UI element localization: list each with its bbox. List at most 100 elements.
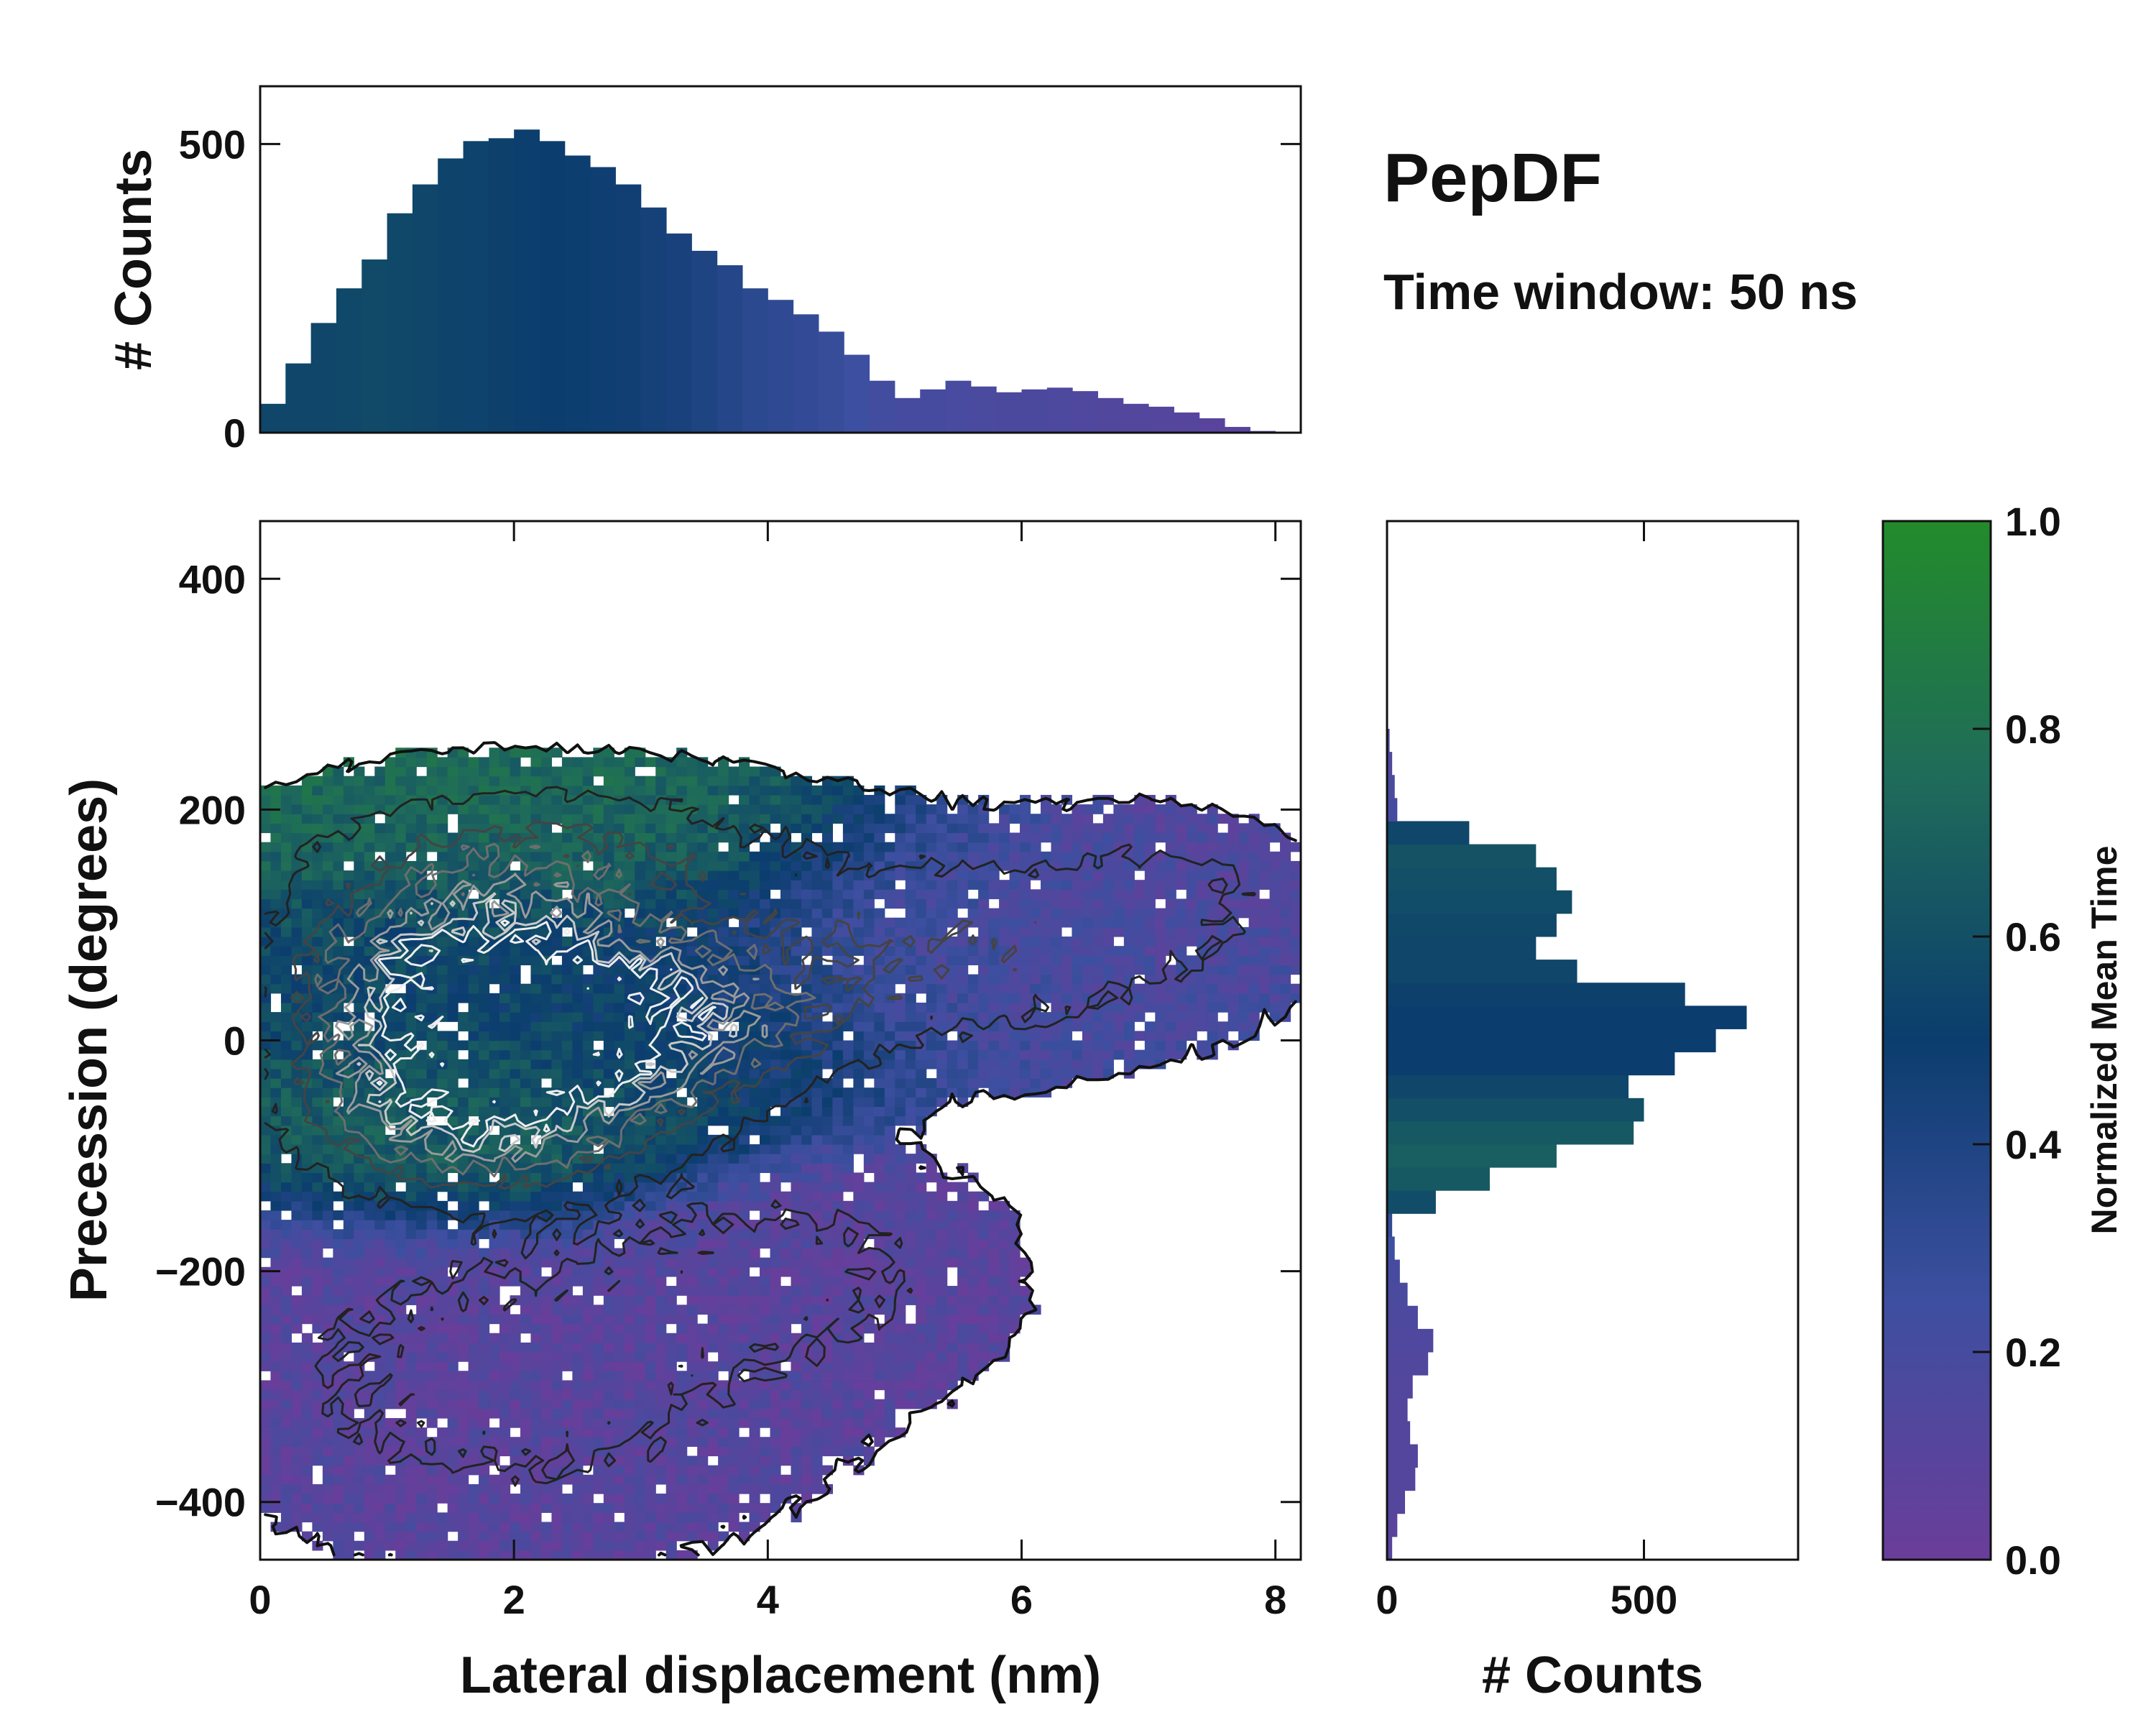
heatmap-cell [572,1446,584,1457]
heatmap-cell [520,1352,532,1362]
heatmap-cell [728,1154,740,1164]
heatmap-cell [874,1134,885,1145]
heatmap-cell [540,1021,553,1031]
heatmap-cell [697,1361,709,1371]
heatmap-cell [374,1125,386,1136]
heatmap-cell [280,965,292,975]
heatmap-cell [343,1295,354,1305]
heatmap-cell [499,1002,511,1013]
heatmap-cell [280,1417,292,1428]
heatmap-cell [374,1361,386,1371]
heatmap-cell [801,889,813,900]
heatmap-cell [499,1191,511,1202]
heatmap-cell [676,1531,688,1542]
heatmap-cell [1144,946,1156,956]
heatmap-cell [291,1474,303,1485]
heatmap-cell [260,1389,272,1400]
heatmap-cell [791,1286,802,1296]
heatmap-cell [686,1333,698,1343]
heatmap-cell [312,1238,323,1249]
heatmap-cell [270,1323,282,1334]
heatmap-cell [926,1361,937,1371]
heatmap-cell [343,1550,354,1560]
heatmap-cell [364,1522,375,1532]
heatmap-cell [520,946,532,956]
heatmap-cell [572,1380,584,1391]
heatmap-cell [728,937,740,947]
heatmap-cell [811,1408,823,1419]
heatmap-cell [686,1314,698,1325]
heatmap-cell [635,1012,646,1022]
heatmap-cell [520,1002,532,1013]
heatmap-cell [842,1040,854,1051]
heatmap-cell [926,1295,937,1305]
heatmap-cell [416,1399,428,1409]
heatmap-cell [916,1314,927,1325]
heatmap-cell [1217,1021,1229,1031]
heatmap-cell [655,1455,667,1466]
heatmap-cell [842,1286,854,1296]
heatmap-cell [426,1540,438,1551]
heatmap-cell [739,1172,750,1183]
heatmap-cell [614,1371,625,1381]
heatmap-cell [770,1238,781,1249]
heatmap-cell [1238,965,1250,975]
heatmap-cell [540,1503,553,1513]
heatmap-cell [791,1455,802,1466]
heatmap-cell [624,974,635,985]
heatmap-cell [811,1276,823,1287]
heatmap-cell [635,1522,646,1532]
heatmap-cell [374,1257,386,1268]
heatmap-cell [645,1286,656,1296]
heatmap-cell [821,1191,833,1202]
heatmap-cell [489,1200,500,1211]
heatmap-cell [957,1210,969,1220]
heatmap-cell [988,1286,1000,1296]
heatmap-cell [853,889,865,900]
heatmap-cell [603,1191,614,1202]
heatmap-cell [520,1503,532,1513]
heatmap-cell [780,1408,792,1419]
heatmap-cell [270,1417,282,1428]
heatmap-cell [1041,965,1052,975]
heatmap-cell [686,1427,698,1438]
heatmap-cell [520,1049,532,1060]
heatmap-cell [1186,1021,1197,1031]
heatmap-cell [884,917,895,928]
heatmap-cell [551,1342,563,1353]
heatmap-cell [760,1097,771,1108]
heatmap-cell [499,1380,511,1391]
heatmap-cell [791,1266,802,1277]
heatmap-cell [739,1286,750,1296]
heatmap-cell [874,1191,885,1202]
heatmap-cell [593,1399,604,1409]
heatmap-cell [739,1446,750,1457]
heatmap-cell [426,1371,438,1381]
heatmap-cell [1165,965,1176,975]
heatmap-cell [1082,898,1093,909]
heatmap-cell [447,1238,459,1249]
heatmap-cell [603,1314,614,1325]
heatmap-cell [926,1172,937,1183]
heatmap-cell [936,1040,948,1051]
heatmap-cell [1020,1068,1031,1079]
heatmap-cell [1041,1031,1052,1041]
heatmap-cell [780,1323,792,1334]
heatmap-cell [489,1248,500,1259]
heatmap-cell [280,1446,292,1457]
heatmap-cell [624,1408,635,1419]
heatmap-cell [499,983,511,994]
heatmap-cell [333,1540,344,1551]
heatmap-cell [801,1257,813,1268]
heatmap-cell [437,1522,448,1532]
heatmap-cell [582,1474,594,1485]
heatmap-cell [635,1408,646,1419]
heatmap-cell [291,1229,303,1239]
heatmap-cell [312,908,323,919]
heatmap-cell [749,1323,760,1334]
heatmap-cell [540,1012,553,1022]
heatmap-cell [572,1276,584,1287]
heatmap-cell [416,1305,428,1315]
heatmap-cell [1290,955,1301,966]
